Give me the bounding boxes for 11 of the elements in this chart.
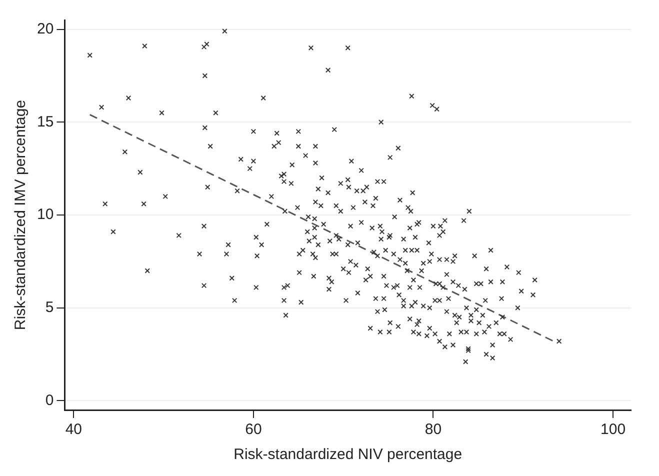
y-tick-label: 5 [45,299,54,316]
y-tick-label: 20 [36,20,54,38]
y-axis-title: Risk-standardized IMV percentage [12,100,30,330]
y-tick-label: 0 [45,392,54,409]
x-tick-label: 80 [424,421,442,438]
x-tick-label: 40 [65,421,82,438]
y-tick-label: 15 [36,113,54,130]
x-tick-label: 100 [600,421,626,438]
y-tick-label: 10 [36,206,54,224]
x-tick-label: 60 [245,421,262,438]
x-axis-title: Risk-standardized NIV percentage [234,446,462,464]
